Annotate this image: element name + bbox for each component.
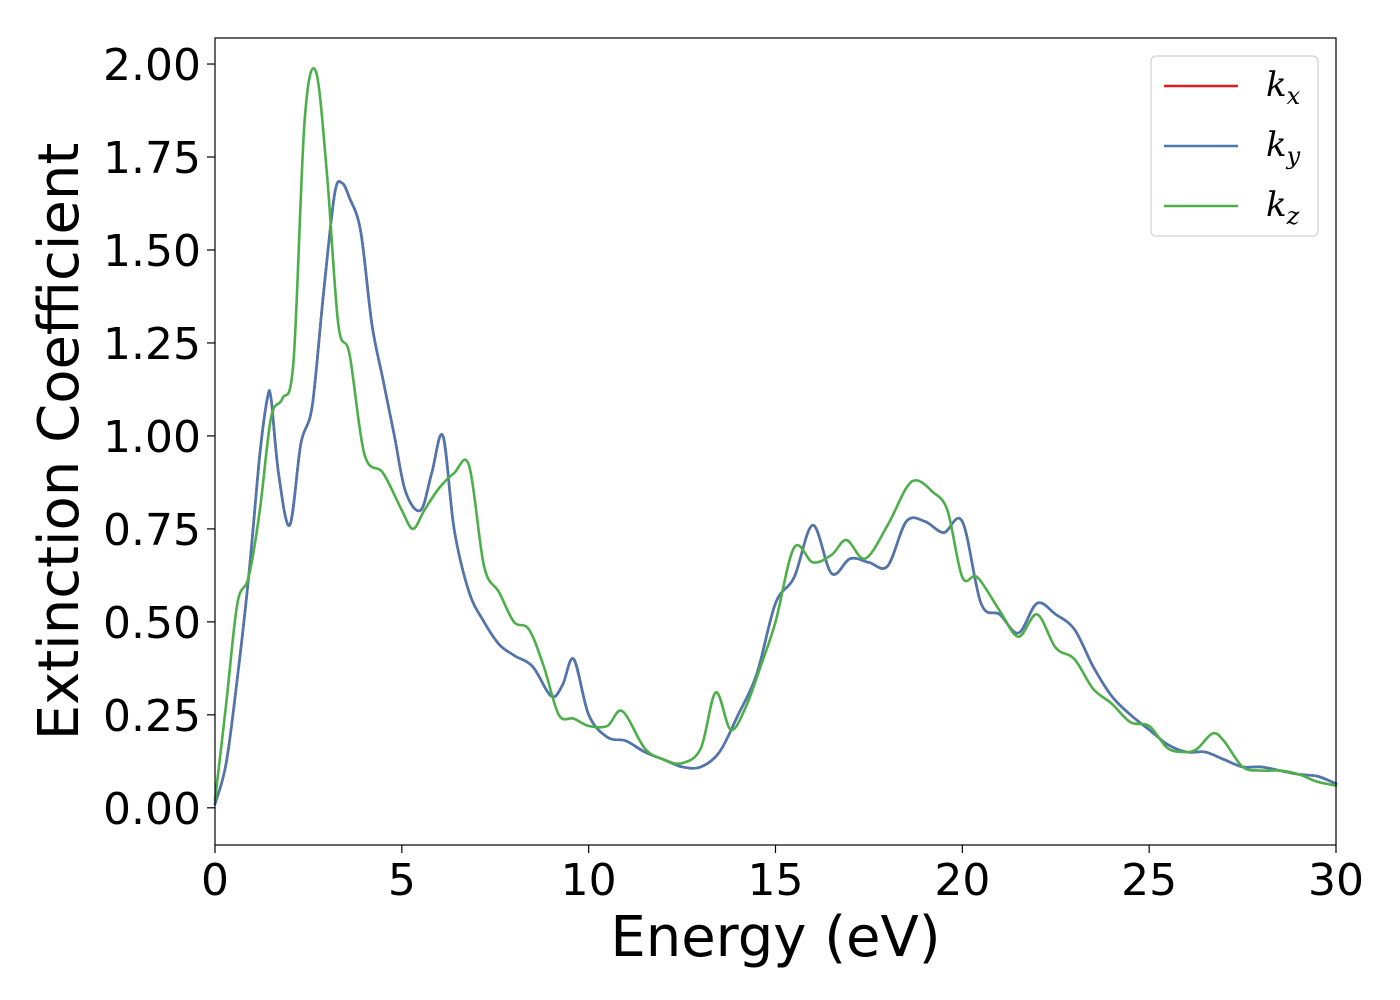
y-tick-label: 0.25	[103, 691, 201, 742]
y-tick-label: 0.50	[103, 598, 201, 649]
x-axis-label: Energy (eV)	[610, 905, 940, 970]
legend: kx ky kz	[1150, 55, 1319, 237]
x-tick-label: 10	[561, 855, 617, 906]
legend-label: kz	[1266, 185, 1300, 230]
y-tick-label: 2.00	[103, 40, 201, 91]
x-tick-label: 15	[748, 855, 804, 906]
legend-item-y: ky	[1164, 125, 1301, 170]
series-layer	[213, 66, 1338, 806]
legend-label: ky	[1266, 125, 1301, 170]
x-tick-label: 25	[1121, 855, 1177, 906]
y-tick-label: 1.25	[103, 319, 201, 370]
series-line-z	[213, 66, 1338, 802]
y-axis-ticks: 0.00 0.25 0.50 0.75 1.00 1.25 1.50 1.75 2.00	[103, 40, 215, 835]
legend-label: kx	[1266, 65, 1301, 110]
x-tick-label: 5	[388, 855, 416, 906]
y-tick-label: 1.50	[103, 226, 201, 277]
x-axis-ticks: 0 5 10 15 20 25 30	[201, 845, 1364, 906]
y-axis-label: Extinction Coefficient	[27, 143, 92, 741]
x-tick-label: 20	[934, 855, 990, 906]
x-tick-label: 30	[1308, 855, 1364, 906]
x-tick-label: 0	[201, 855, 229, 906]
y-tick-label: 0.00	[103, 784, 201, 835]
legend-item-z: kz	[1164, 185, 1300, 230]
legend-item-x: kx	[1164, 65, 1301, 110]
series-line-x	[213, 180, 1338, 806]
series-line-y	[213, 180, 1338, 806]
y-tick-label: 0.75	[103, 505, 201, 556]
y-tick-label: 1.00	[103, 412, 201, 463]
y-tick-label: 1.75	[103, 133, 201, 184]
